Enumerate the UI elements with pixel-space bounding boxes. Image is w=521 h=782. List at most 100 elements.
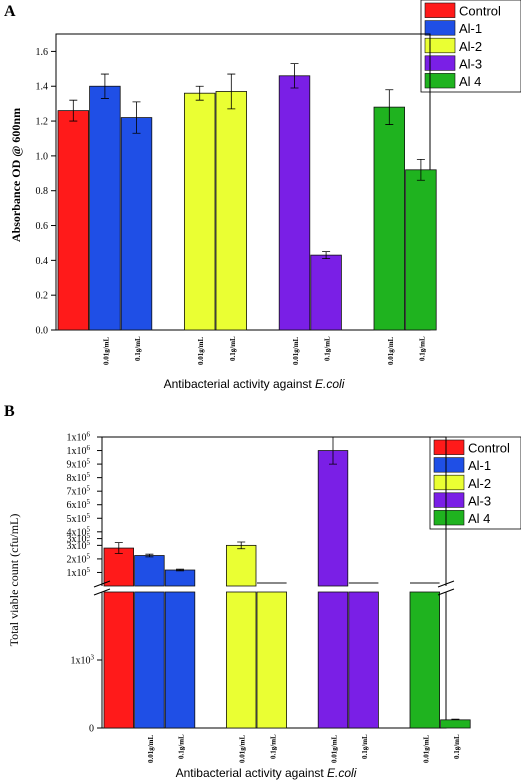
panel-a-error-bar-3 <box>195 85 204 101</box>
panel-b-conc-label-1: 0.01g/mL <box>147 734 155 763</box>
panel-b-upper-tick-exp-9: 5 <box>87 458 91 466</box>
panel-b-conc-label-2: 0.1g/mL <box>178 734 186 759</box>
panel-b-upper-tick-exp-5: 5 <box>87 512 91 520</box>
panel-a-conc-label-8: 0.1g/mL <box>418 336 426 361</box>
panel-b-upper-tick-label-9: 9x105 <box>67 458 91 471</box>
panel-a-y-tick-label-7: 1.4 <box>36 82 49 93</box>
panel-a-y-tick-label-5: 1.0 <box>36 151 49 162</box>
panel-b-legend-label-al-3: Al-3 <box>468 493 491 508</box>
panel-b-y-axis-label: Total viable count (cfu/mL) <box>7 514 21 647</box>
panel-a-label: A <box>4 3 16 20</box>
panel-b-lower-tick-label-1: 1x103 <box>71 654 95 667</box>
panel-b-upper-tick-exp-4: 5 <box>87 525 91 533</box>
panel-b-x-axis-label: Antibacterial activity against E.coli <box>176 766 357 780</box>
panel-b-legend-label-al-2: Al-2 <box>468 476 491 491</box>
panel-b-upper-tick-exp-2: 5 <box>87 539 91 547</box>
panel-b-legend: Control Al-1 Al-2 Al-3 Al 4 <box>429 436 521 530</box>
panel-b-upper-tick-label-4: 4x105 <box>67 525 91 538</box>
panel-b-upper-tick-label-5: 5x105 <box>67 512 91 525</box>
panel-b-upper-tick-label-8: 8x105 <box>67 471 91 484</box>
panel-b-bar-4 <box>256 591 288 729</box>
panel-b-error-bar-0 <box>114 542 123 554</box>
panel-a-conc-label-2: 0.1g/mL <box>134 336 142 361</box>
panel-a-y-tick-label-1: 0.2 <box>36 291 49 302</box>
panel-b-bar-3 <box>225 591 257 729</box>
panel-b-bar-upper-2 <box>164 569 196 587</box>
panel-a-legend-label-control: Control <box>459 4 501 19</box>
panel-b-legend-swatch-control <box>433 439 465 455</box>
panel-a-legend-swatch-al-3 <box>424 55 456 71</box>
panel-a-error-bar-2 <box>132 101 141 134</box>
panel-b-bar-upper-3 <box>225 544 257 587</box>
panel-a-y-tick-label-8: 1.6 <box>36 47 49 58</box>
panel-a-error-bar-8 <box>416 158 425 181</box>
panel-b-legend-swatch-al-1 <box>433 457 465 473</box>
panel-a-bar-5 <box>278 75 311 331</box>
panel-a-conc-label-7: 0.01g/mL <box>387 336 395 365</box>
panel-b-conc-label-4: 0.1g/mL <box>269 734 277 759</box>
panel-a-bar-3 <box>183 92 216 331</box>
panel-b-lower-tick-exp-1: 3 <box>91 654 95 662</box>
panel-a-y-tick-label-2: 0.4 <box>36 256 49 267</box>
panel-a-bar-1 <box>89 85 121 331</box>
panel-a-y-tick-label-3: 0.6 <box>36 221 49 232</box>
panel-b-upper-tick-exp-1: 5 <box>87 552 91 560</box>
panel-a-error-bar-4 <box>227 73 236 110</box>
panel-b-conc-label-3: 0.01g/mL <box>239 734 247 763</box>
panel-a-legend-label-al-4: Al 4 <box>459 74 481 89</box>
panel-b-upper-tick-label-6: 6x105 <box>67 498 91 511</box>
panel-b-x-axis-label-prefix: Antibacterial activity against <box>176 766 327 780</box>
panel-a-bar-4 <box>215 91 248 331</box>
panel-b: B Total viable count (cfu/mL) Antibacter… <box>4 403 521 780</box>
panel-b-upper-tick-label-3: 3x105 <box>67 532 91 545</box>
panel-a-error-bar-6 <box>322 251 331 260</box>
panel-a-bar-0 <box>57 110 90 331</box>
panel-a-legend-swatch-al-1 <box>424 20 456 36</box>
panel-a-conc-label-3: 0.01g/mL <box>197 336 205 365</box>
panel-b-legend-label-al-4: Al 4 <box>468 511 490 526</box>
panel-a-conc-label-5: 0.01g/mL <box>292 336 300 365</box>
panel-b-upper-tick-label-1: 2x105 <box>67 552 91 565</box>
panel-b-upper-tick-exp-8: 5 <box>87 471 91 479</box>
panel-b-bar-6 <box>348 591 379 729</box>
panel-b-error-bar-1 <box>145 553 154 558</box>
panel-b-upper-tick-exp-6: 5 <box>87 498 91 506</box>
panel-b-bar-upper-1 <box>134 555 165 587</box>
panel-b-upper-tick-label-0: 1x105 <box>67 566 91 579</box>
panel-a-error-bar-0 <box>69 99 78 122</box>
panel-b-upper-tick-label-10: 1x106 <box>67 444 91 457</box>
panel-b-legend-label-control: Control <box>468 441 510 456</box>
panel-b-conc-label-5: 0.01g/mL <box>331 734 339 763</box>
panel-b-lower-tick-label-0: 0 <box>89 724 94 735</box>
panel-a-y-tick-label-0: 0.0 <box>36 326 49 337</box>
panel-a-bar-7 <box>373 106 406 331</box>
panel-b-plot-area: 01x1031x1052x1053x1053x1054x1055x1056x10… <box>67 431 471 763</box>
panel-a-plot-area: 0.0 0.2 0.4 0.6 0.8 1.0 1.2 1.4 1.6 0.01g/mL 0.1g/… <box>36 33 437 365</box>
panel-b-error-bar-2 <box>176 568 184 572</box>
panel-a-legend-swatch-al-2 <box>424 37 456 54</box>
panel-b-legend-label-al-1: Al-1 <box>468 458 491 473</box>
panel-a-legend-swatch-control <box>424 2 456 18</box>
panel-a-y-tick-label-6: 1.2 <box>36 117 49 128</box>
panel-b-upper-tick-exp-7: 5 <box>87 485 91 493</box>
panel-a-legend: Control Al-1 Al-2 Al-3 Al 4 <box>420 0 521 93</box>
panel-a-conc-label-6: 0.1g/mL <box>324 336 332 361</box>
panel-b-bar-8 <box>440 719 471 729</box>
panel-b-upper-tick-label-2: 3x105 <box>67 539 91 552</box>
panel-b-upper-frame <box>101 436 447 586</box>
panel-a-conc-label-1: 0.01g/mL <box>102 336 110 365</box>
panel-a-legend-label-al-2: Al-2 <box>459 39 482 54</box>
panel-b-label: B <box>4 403 15 420</box>
panel-b-upper-tick-label-7: 7x105 <box>67 485 91 498</box>
panel-a: A Absorbance OD @ 600nm Antibacterial ac… <box>4 0 521 391</box>
panel-a-x-axis-label-prefix: Antibacterial activity against <box>164 377 315 391</box>
panel-a-legend-swatch-al-4 <box>424 73 456 89</box>
panel-b-axis-break-marks <box>93 580 455 596</box>
panel-b-conc-label-6: 0.1g/mL <box>361 734 369 759</box>
panel-b-bar-0 <box>103 591 135 729</box>
panel-a-error-bar-1 <box>100 73 109 99</box>
panel-b-conc-label-7: 0.01g/mL <box>422 734 430 763</box>
panel-b-conc-label-8: 0.1g/mL <box>453 734 461 759</box>
panel-b-bar-2 <box>164 591 196 729</box>
